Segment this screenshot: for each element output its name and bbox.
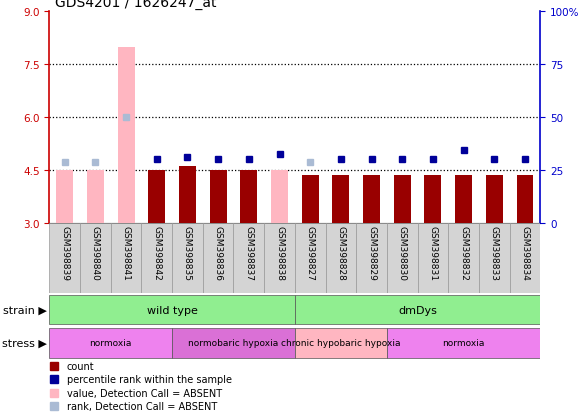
- Text: GSM398835: GSM398835: [183, 225, 192, 280]
- Text: normoxia: normoxia: [89, 338, 132, 347]
- Text: value, Detection Call = ABSENT: value, Detection Call = ABSENT: [67, 388, 222, 398]
- Bar: [332, 176, 349, 223]
- Bar: [264, 223, 295, 293]
- Bar: [234, 223, 264, 293]
- Text: GSM398840: GSM398840: [91, 225, 100, 280]
- Bar: [49, 223, 80, 293]
- Text: count: count: [67, 361, 94, 371]
- Text: GSM398839: GSM398839: [60, 225, 69, 280]
- Bar: [179, 167, 196, 223]
- Bar: [49, 328, 172, 358]
- Bar: [295, 295, 540, 325]
- Text: rank, Detection Call = ABSENT: rank, Detection Call = ABSENT: [67, 401, 217, 411]
- Text: GSM398834: GSM398834: [521, 225, 529, 280]
- Text: chronic hypobaric hypoxia: chronic hypobaric hypoxia: [281, 338, 401, 347]
- Bar: [118, 47, 135, 223]
- Bar: [80, 223, 111, 293]
- Bar: [387, 328, 540, 358]
- Text: GSM398829: GSM398829: [367, 225, 376, 280]
- Text: wild type: wild type: [146, 305, 198, 315]
- Bar: [356, 223, 387, 293]
- Text: GDS4201 / 1626247_at: GDS4201 / 1626247_at: [55, 0, 217, 10]
- Text: GSM398828: GSM398828: [336, 225, 345, 280]
- Text: GSM398841: GSM398841: [121, 225, 131, 280]
- Bar: [87, 171, 104, 223]
- Text: GSM398833: GSM398833: [490, 225, 499, 280]
- Text: stress ▶: stress ▶: [2, 338, 46, 348]
- Text: GSM398842: GSM398842: [152, 225, 162, 280]
- Bar: [363, 176, 380, 223]
- Text: dmDys: dmDys: [398, 305, 437, 315]
- Bar: [111, 223, 141, 293]
- Text: GSM398831: GSM398831: [428, 225, 437, 280]
- Bar: [203, 223, 234, 293]
- Text: percentile rank within the sample: percentile rank within the sample: [67, 375, 232, 385]
- Bar: [210, 171, 227, 223]
- Bar: [455, 176, 472, 223]
- Text: normobaric hypoxia: normobaric hypoxia: [188, 338, 279, 347]
- Bar: [302, 176, 318, 223]
- Bar: [295, 328, 387, 358]
- Text: normoxia: normoxia: [443, 338, 485, 347]
- Bar: [449, 223, 479, 293]
- Bar: [56, 171, 73, 223]
- Bar: [271, 171, 288, 223]
- Bar: [172, 328, 295, 358]
- Bar: [394, 176, 411, 223]
- Text: GSM398827: GSM398827: [306, 225, 315, 280]
- Text: strain ▶: strain ▶: [2, 305, 46, 315]
- Text: GSM398832: GSM398832: [459, 225, 468, 280]
- Bar: [241, 171, 257, 223]
- Text: GSM398830: GSM398830: [398, 225, 407, 280]
- Bar: [479, 223, 510, 293]
- Bar: [387, 223, 418, 293]
- Bar: [325, 223, 356, 293]
- Bar: [148, 171, 165, 223]
- Text: GSM398838: GSM398838: [275, 225, 284, 280]
- Bar: [425, 176, 442, 223]
- Bar: [486, 176, 503, 223]
- Bar: [295, 223, 325, 293]
- Bar: [49, 295, 295, 325]
- Text: GSM398836: GSM398836: [214, 225, 223, 280]
- Bar: [141, 223, 172, 293]
- Bar: [510, 223, 540, 293]
- Bar: [517, 176, 533, 223]
- Bar: [172, 223, 203, 293]
- Bar: [418, 223, 449, 293]
- Text: GSM398837: GSM398837: [245, 225, 253, 280]
